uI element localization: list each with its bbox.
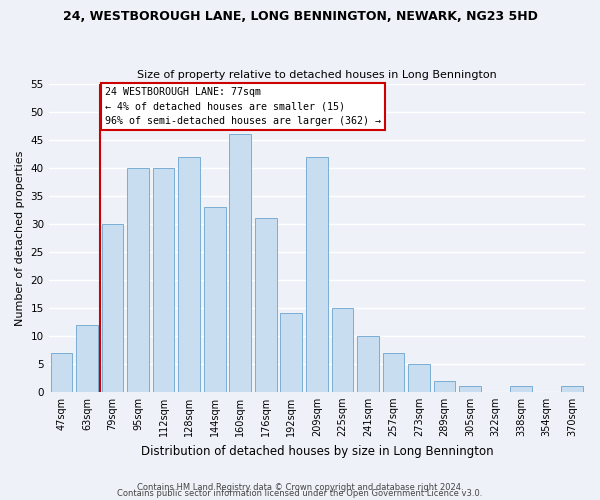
Bar [383,352,404,392]
Bar [280,314,302,392]
Bar [76,324,98,392]
Text: 24, WESTBOROUGH LANE, LONG BENNINGTON, NEWARK, NG23 5HD: 24, WESTBOROUGH LANE, LONG BENNINGTON, N… [62,10,538,23]
Bar [127,168,149,392]
Bar [50,352,72,392]
Bar [459,386,481,392]
Text: Contains HM Land Registry data © Crown copyright and database right 2024.: Contains HM Land Registry data © Crown c… [137,484,463,492]
Bar [434,380,455,392]
Y-axis label: Number of detached properties: Number of detached properties [15,150,25,326]
Bar [306,157,328,392]
Bar [562,386,583,392]
Bar [101,224,124,392]
Bar [332,308,353,392]
Bar [408,364,430,392]
Title: Size of property relative to detached houses in Long Bennington: Size of property relative to detached ho… [137,70,497,81]
Bar [153,168,175,392]
Bar [357,336,379,392]
X-axis label: Distribution of detached houses by size in Long Bennington: Distribution of detached houses by size … [140,444,493,458]
Bar [510,386,532,392]
Bar [229,134,251,392]
Bar [204,207,226,392]
Bar [178,157,200,392]
Text: 24 WESTBOROUGH LANE: 77sqm
← 4% of detached houses are smaller (15)
96% of semi-: 24 WESTBOROUGH LANE: 77sqm ← 4% of detac… [105,87,381,126]
Text: Contains public sector information licensed under the Open Government Licence v3: Contains public sector information licen… [118,490,482,498]
Bar [255,218,277,392]
